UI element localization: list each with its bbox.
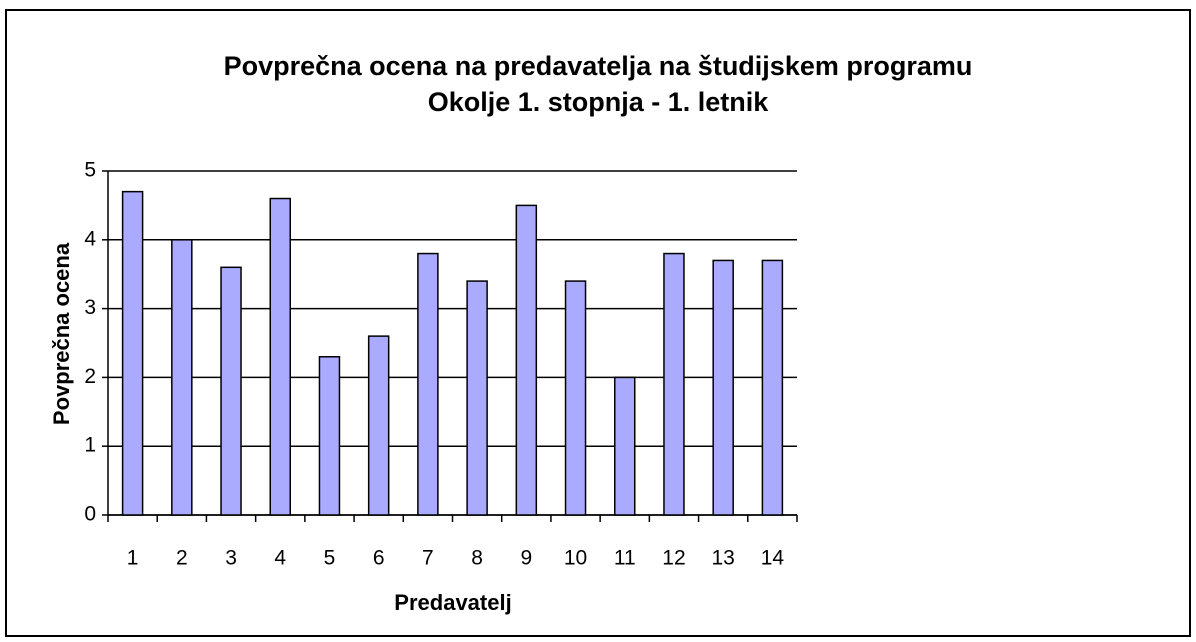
x-tick-label: 6 (373, 547, 385, 570)
x-tick-label: 1 (127, 547, 139, 570)
x-tick-label: 2 (176, 547, 188, 570)
x-tick-label: 8 (471, 547, 483, 570)
bar (171, 239, 193, 516)
bar (663, 252, 685, 516)
x-tick-label: 9 (520, 547, 532, 570)
y-tick-label: 3 (84, 296, 96, 319)
chart-title: Povprečna ocena na predavatelja na študi… (224, 51, 973, 81)
x-tick-label: 11 (614, 547, 636, 570)
x-axis-label: Predavatelj (394, 590, 511, 615)
x-tick-label: 4 (274, 547, 286, 570)
x-tick-label: 12 (662, 547, 685, 570)
bar (367, 335, 390, 516)
bar (614, 376, 636, 516)
bar (564, 280, 587, 516)
x-tick-label: 5 (324, 547, 336, 570)
x-tick-label: 13 (711, 547, 734, 570)
bar (121, 190, 144, 516)
bar (318, 356, 341, 516)
x-tick-label: 3 (225, 547, 237, 570)
bar (417, 252, 439, 516)
bar (466, 280, 488, 516)
chart-frame (5, 9, 1191, 637)
y-tick-label: 5 (84, 159, 96, 182)
y-axis-label: Povprečna ocena (49, 242, 74, 425)
x-tick-label: 7 (422, 547, 434, 570)
bar (515, 204, 538, 516)
y-tick-label: 2 (84, 365, 96, 388)
y-tick-label: 0 (84, 503, 96, 526)
x-tick-label: 10 (564, 547, 587, 570)
x-tick-label: 14 (761, 547, 785, 570)
bar (269, 197, 291, 516)
bar (220, 266, 242, 516)
bar (712, 259, 734, 516)
chart-title: Okolje 1. stopnja - 1. letnik (428, 87, 770, 117)
y-tick-label: 4 (84, 227, 96, 250)
bar (761, 259, 784, 516)
y-tick-label: 1 (84, 434, 96, 457)
